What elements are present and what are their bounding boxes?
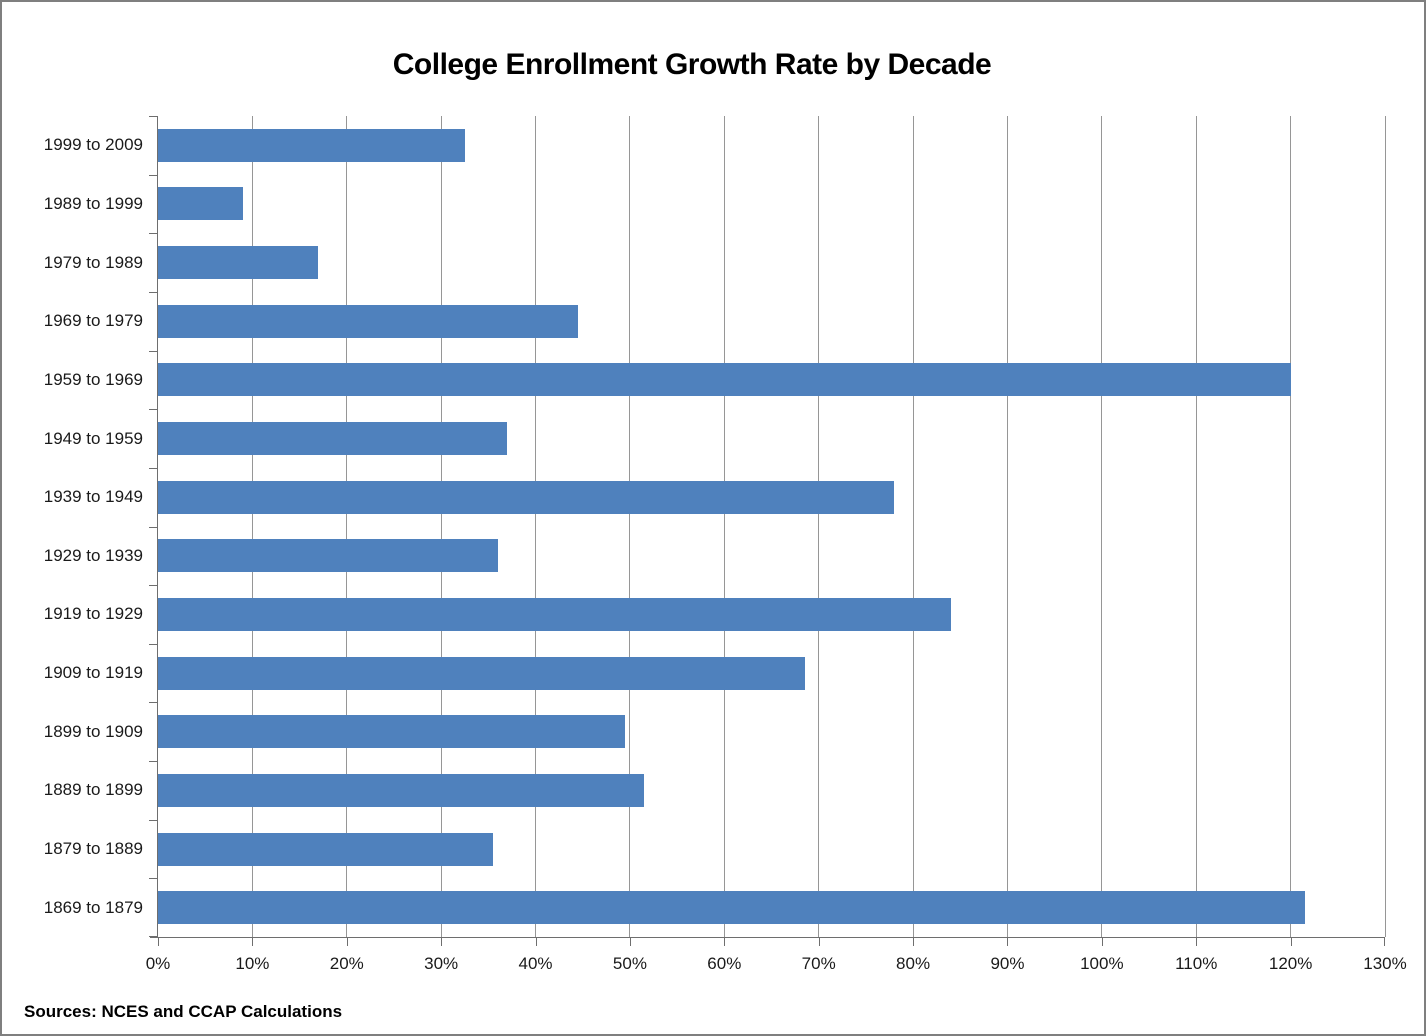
bar-1929-to-1939 xyxy=(158,539,498,573)
x-axis-tick-130% xyxy=(1384,938,1385,946)
bar-1979-to-1989 xyxy=(158,246,319,280)
gridline-120pct xyxy=(1290,116,1292,937)
x-axis-label-70%: 70% xyxy=(801,954,836,973)
x-axis-label-60%: 60% xyxy=(707,954,742,973)
category-label-4: 1969 to 1979 xyxy=(43,311,143,331)
category-label-7: 1939 to 1949 xyxy=(43,487,143,507)
gridline-50pct xyxy=(629,116,631,937)
chart-title: College Enrollment Growth Rate by Decade xyxy=(392,48,992,81)
y-axis-tick-9 xyxy=(149,644,157,645)
gridline-90pct xyxy=(1006,116,1008,937)
gridline-30pct xyxy=(440,116,442,937)
x-axis-tick-20% xyxy=(346,938,348,946)
x-axis-label-20%: 20% xyxy=(329,954,364,973)
x-axis-label-40%: 40% xyxy=(518,954,553,973)
y-axis-tick-11 xyxy=(149,761,157,762)
source-note: Sources: NCES and CCAP Calculations xyxy=(24,1002,343,1021)
bar-1959-to-1969 xyxy=(158,363,1291,397)
bar-1919-to-1929 xyxy=(158,597,951,631)
gridline-10pct xyxy=(251,116,253,937)
y-axis-tick-6 xyxy=(149,468,157,469)
y-axis-tick-10 xyxy=(149,702,157,703)
gridline-100pct xyxy=(1101,116,1103,937)
y-axis-tick-1 xyxy=(149,175,157,176)
x-axis-tick-10% xyxy=(252,938,254,946)
category-label-11: 1899 to 1909 xyxy=(43,721,143,741)
x-axis-label-30%: 30% xyxy=(424,954,459,973)
x-axis-tick-110% xyxy=(1196,938,1198,946)
gridline-20pct xyxy=(346,116,348,937)
category-label-9: 1919 to 1929 xyxy=(43,604,143,624)
category-label-12: 1889 to 1899 xyxy=(43,780,143,800)
x-axis-tick-60% xyxy=(724,938,726,946)
gridline-110pct xyxy=(1195,116,1197,937)
category-label-5: 1959 to 1969 xyxy=(43,369,143,389)
y-axis-tick-7 xyxy=(149,527,157,528)
y-axis-tick-13 xyxy=(149,878,157,879)
x-axis-tick-30% xyxy=(441,938,443,946)
x-axis-label-100%: 100% xyxy=(1080,954,1124,973)
bar-1899-to-1909 xyxy=(158,715,626,749)
x-axis-tick-0% xyxy=(158,938,159,946)
x-axis-label-10%: 10% xyxy=(235,954,270,973)
gridline-70pct xyxy=(818,116,820,937)
y-axis-tick-12 xyxy=(149,820,157,821)
y-axis-tick-4 xyxy=(149,351,157,352)
y-axis-tick-2 xyxy=(149,233,157,234)
y-axis-tick-8 xyxy=(149,585,157,586)
x-axis-tick-100% xyxy=(1101,938,1103,946)
bar-1889-to-1899 xyxy=(158,773,645,807)
x-axis-line xyxy=(150,937,1385,938)
bar-1949-to-1959 xyxy=(158,422,508,456)
x-axis-label-80%: 80% xyxy=(896,954,931,973)
bar-1909-to-1919 xyxy=(158,656,805,690)
bar-1989-to-1999 xyxy=(158,187,243,221)
x-axis-tick-80% xyxy=(913,938,915,946)
x-axis-tick-90% xyxy=(1007,938,1009,946)
bar-1869-to-1879 xyxy=(158,891,1305,925)
plot-area xyxy=(149,116,1386,946)
category-label-8: 1929 to 1939 xyxy=(43,545,143,565)
x-axis-tick-40% xyxy=(535,938,537,946)
category-label-6: 1949 to 1959 xyxy=(43,428,143,448)
y-axis-tick-14 xyxy=(149,936,157,937)
bar-1969-to-1979 xyxy=(158,304,578,338)
x-axis-label-90%: 90% xyxy=(990,954,1025,973)
x-axis-tick-120% xyxy=(1290,938,1292,946)
x-axis-label-50%: 50% xyxy=(612,954,647,973)
y-axis-tick-5 xyxy=(149,409,157,410)
x-axis-label-130%: 130% xyxy=(1363,954,1407,973)
category-label-3: 1979 to 1989 xyxy=(43,252,143,272)
y-axis-line xyxy=(157,116,158,937)
x-axis-tick-50% xyxy=(629,938,631,946)
gridline-80pct xyxy=(912,116,914,937)
x-axis-tick-70% xyxy=(818,938,820,946)
bar-1939-to-1949 xyxy=(158,480,895,514)
y-axis-tick-3 xyxy=(149,292,157,293)
gridline-60pct xyxy=(723,116,725,937)
category-label-13: 1879 to 1889 xyxy=(43,839,143,859)
x-axis-label-120%: 120% xyxy=(1268,954,1313,973)
y-axis-tick-0 xyxy=(149,116,157,117)
category-label-2: 1989 to 1999 xyxy=(43,193,143,213)
category-label-14: 1869 to 1879 xyxy=(43,897,143,917)
gridline-40pct xyxy=(535,116,537,937)
bar-1879-to-1889 xyxy=(158,832,494,866)
category-label-10: 1909 to 1919 xyxy=(43,663,143,683)
x-axis-label-0%: 0% xyxy=(145,954,171,973)
gridline-130pct xyxy=(1384,116,1386,937)
bar-1999-to-2009 xyxy=(158,128,465,162)
category-label-1: 1999 to 2009 xyxy=(43,135,143,155)
x-axis-label-110%: 110% xyxy=(1175,954,1218,973)
